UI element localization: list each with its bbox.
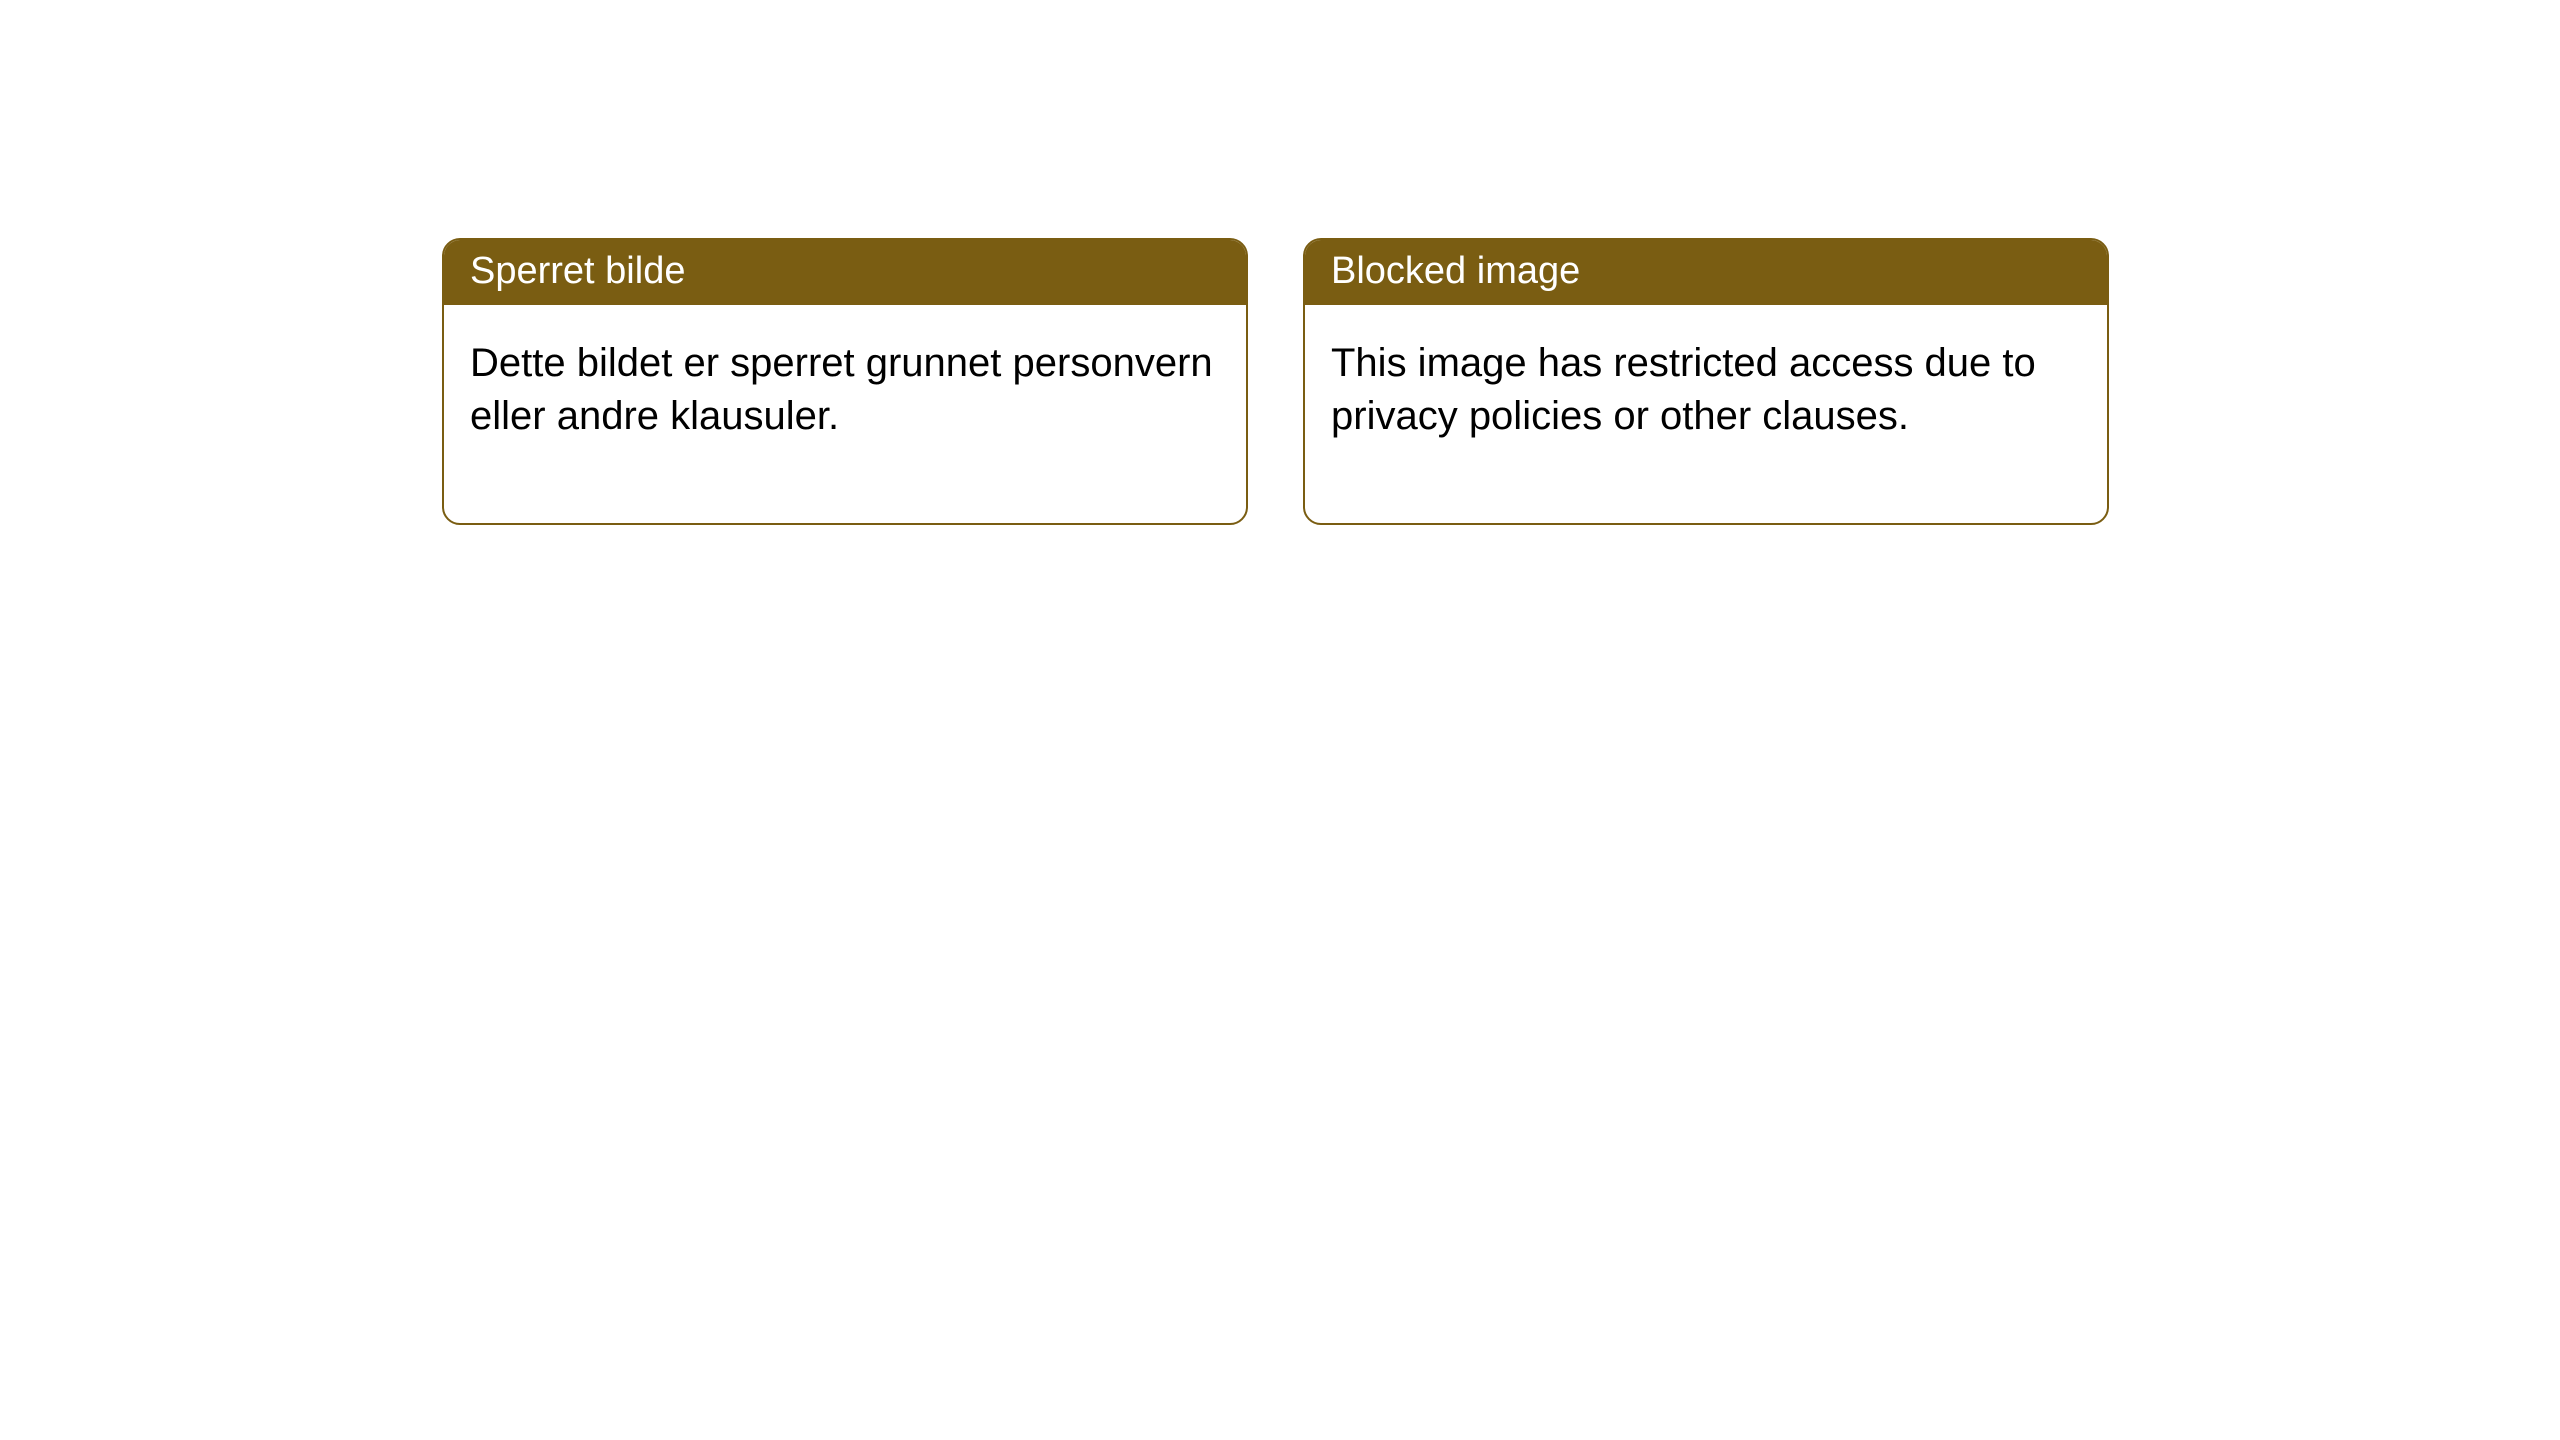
alert-card-english: Blocked image This image has restricted … — [1303, 238, 2109, 525]
alert-container: Sperret bilde Dette bildet er sperret gr… — [0, 0, 2560, 525]
alert-card-norwegian: Sperret bilde Dette bildet er sperret gr… — [442, 238, 1248, 525]
alert-header-english: Blocked image — [1305, 240, 2107, 305]
alert-header-norwegian: Sperret bilde — [444, 240, 1246, 305]
alert-body-norwegian: Dette bildet er sperret grunnet personve… — [444, 305, 1246, 523]
alert-body-english: This image has restricted access due to … — [1305, 305, 2107, 523]
